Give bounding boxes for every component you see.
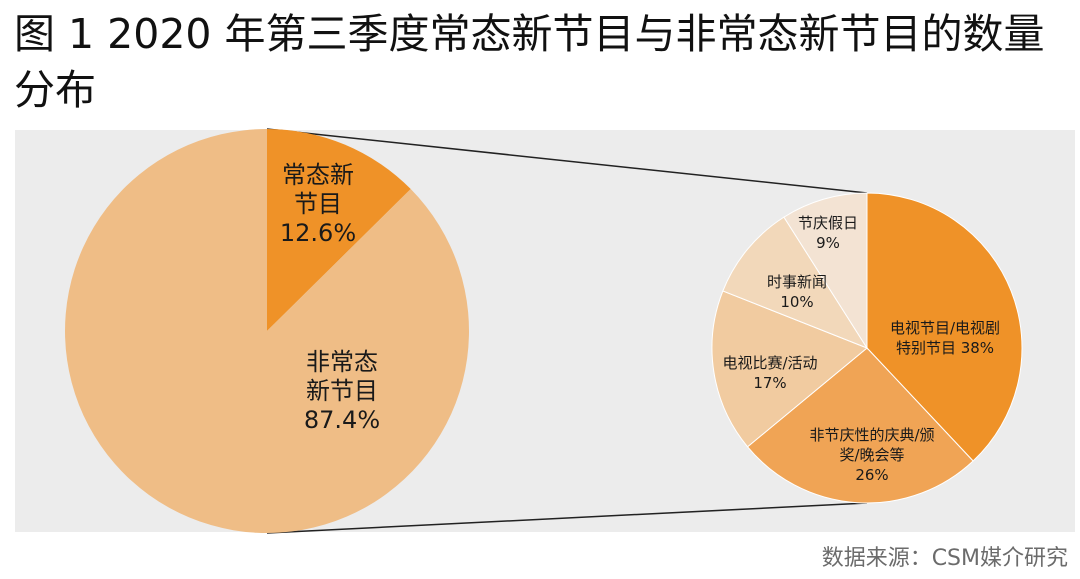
slice-regular-new-programs [267, 129, 411, 331]
slice-holidays-label: 9% [816, 234, 840, 252]
slice-holidays [783, 192, 868, 350]
chart-title: 图 1 2020 年第三季度常态新节目与非常态新节目的数量分布 [14, 10, 1045, 114]
slice-label-regular: 12.6% [280, 219, 356, 247]
slice-tv-special-label: 特别节目 38% [896, 339, 994, 357]
slice-tv-competitions-label: 电视比赛/活动 [722, 354, 817, 372]
slice-current-news-label: 时事新闻 [767, 273, 827, 291]
slice-irregular-new-programs [65, 129, 470, 533]
slice-celebrations-label: 非节庆性的庆典/颁 [809, 426, 934, 444]
connector-line-top [266, 128, 868, 194]
slice-label-irregular: 新节目 [306, 377, 378, 405]
slice-current-news-label: 10% [780, 293, 813, 311]
slice-tv-special [866, 192, 1023, 462]
connector-line-bottom [266, 502, 868, 534]
slice-tv-competitions [711, 290, 868, 448]
data-source-note: 数据来源：CSM媒介研究 [821, 546, 1068, 571]
slice-label-irregular: 87.4% [304, 406, 380, 434]
slice-current-news [722, 216, 869, 350]
slice-holidays-label: 节庆假日 [798, 214, 858, 232]
slice-celebrations-label: 26% [855, 466, 888, 484]
slice-celebrations-label: 奖/晚会等 [839, 446, 904, 464]
slice-label-regular: 节目 [294, 190, 342, 218]
slice-label-irregular: 非常态 [306, 348, 378, 376]
slice-tv-competitions-label: 17% [753, 374, 786, 392]
slice-celebrations [746, 347, 974, 504]
slice-label-regular: 常态新 [282, 161, 354, 189]
slice-tv-special-label: 电视节目/电视剧 [890, 319, 1000, 337]
connector-lines [266, 128, 868, 534]
